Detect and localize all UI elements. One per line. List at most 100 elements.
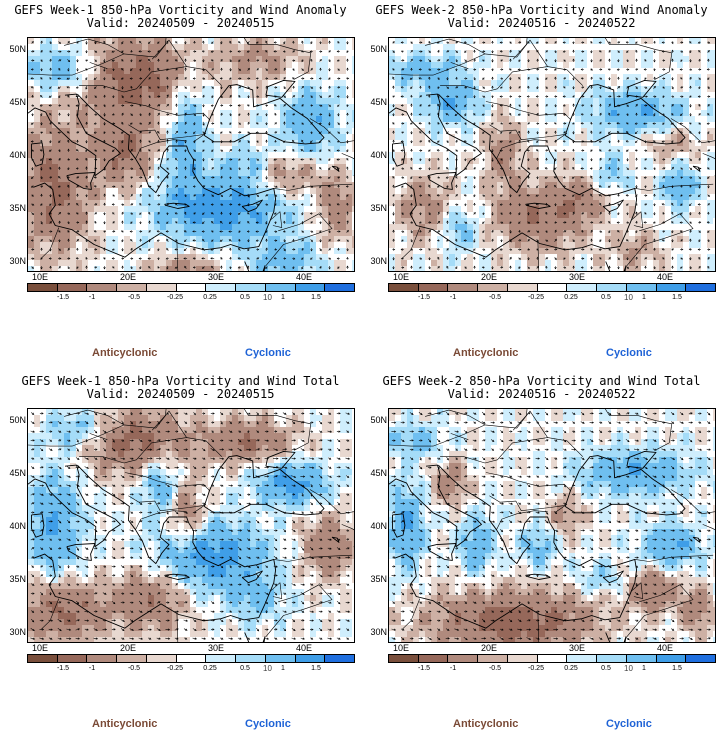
colorbar-tick: 0.25 xyxy=(203,665,217,672)
lat-label-40n: 40N xyxy=(370,521,387,531)
colorbar-swatch xyxy=(656,655,687,662)
colorbar-swatch xyxy=(626,655,657,662)
lon-label-20e: 20E xyxy=(481,643,498,653)
colorbar-swatch xyxy=(686,655,716,662)
lon-label-40e: 40E xyxy=(657,272,674,282)
colorbar-swatch xyxy=(236,284,266,291)
colorbar-tick: 0.5 xyxy=(601,665,611,672)
colorbar-swatch xyxy=(507,655,538,662)
colorbar-scale: 10 xyxy=(624,293,633,302)
legend-cyclonic: Cyclonic xyxy=(606,347,652,359)
colorbar-tick: -1 xyxy=(449,294,457,301)
lon-label-40e: 40E xyxy=(296,643,313,653)
colorbar-tick: 0.25 xyxy=(564,294,578,301)
lon-label-20e: 20E xyxy=(120,272,137,282)
colorbar-swatch xyxy=(57,655,88,662)
colorbar-swatch xyxy=(206,655,237,662)
lon-label-10e: 10E xyxy=(393,643,410,653)
lat-label-35n: 35N xyxy=(370,203,387,213)
lat-label-50n: 50N xyxy=(9,44,26,54)
colorbar xyxy=(27,654,355,663)
lat-label-50n: 50N xyxy=(370,415,387,425)
colorbar-tick: 1 xyxy=(642,294,646,301)
vorticity-map xyxy=(27,37,355,272)
lon-label-10e: 10E xyxy=(32,272,49,282)
colorbar xyxy=(388,283,716,292)
colorbar-swatch xyxy=(537,655,568,662)
colorbar-swatch xyxy=(117,655,147,662)
colorbar-tick: -0.25 xyxy=(528,665,544,672)
colorbar-tick: -0.5 xyxy=(127,294,141,301)
lat-label-40n: 40N xyxy=(9,150,26,160)
lat-label-30n: 30N xyxy=(370,256,387,266)
lat-label-45n: 45N xyxy=(9,97,26,107)
lon-label-40e: 40E xyxy=(657,643,674,653)
colorbar-swatch xyxy=(597,284,627,291)
colorbar-swatch xyxy=(236,655,266,662)
legend-anticyclonic: Anticyclonic xyxy=(453,718,519,730)
colorbar-tick: 0.5 xyxy=(601,294,611,301)
country-borders xyxy=(389,38,715,271)
lat-label-30n: 30N xyxy=(9,627,26,637)
colorbar-swatch xyxy=(478,655,508,662)
colorbar-swatch xyxy=(418,655,449,662)
vorticity-map xyxy=(388,408,716,643)
colorbar-swatch xyxy=(389,284,419,291)
colorbar-scale: 10 xyxy=(263,293,272,302)
colorbar-swatch xyxy=(537,284,568,291)
panel-title: GEFS Week-2 850-hPa Vorticity and Wind A… xyxy=(375,3,708,17)
wind-vectors xyxy=(30,411,351,640)
colorbar-swatch xyxy=(418,284,449,291)
coastlines xyxy=(389,450,715,642)
colorbar-swatch xyxy=(626,284,657,291)
colorbar-swatch xyxy=(265,284,296,291)
colorbar-swatch xyxy=(507,284,538,291)
legend-anticyclonic: Anticyclonic xyxy=(92,718,158,730)
coastlines xyxy=(28,79,354,271)
lon-label-30e: 30E xyxy=(208,643,225,653)
colorbar-tick: 1 xyxy=(281,665,285,672)
colorbar-tick: 1.5 xyxy=(672,294,682,301)
legend-anticyclonic: Anticyclonic xyxy=(92,347,158,359)
colorbar-scale: 10 xyxy=(263,664,272,673)
colorbar-tick: 1 xyxy=(281,294,285,301)
panel-title: GEFS Week-1 850-hPa Vorticity and Wind A… xyxy=(14,3,347,17)
colorbar-tick: -0.25 xyxy=(528,294,544,301)
colorbar-swatch xyxy=(325,655,355,662)
legend-cyclonic: Cyclonic xyxy=(245,718,291,730)
colorbar-tick: -1.5 xyxy=(417,294,431,301)
colorbar-swatch xyxy=(117,284,147,291)
lat-label-30n: 30N xyxy=(9,256,26,266)
colorbar-tick: -1 xyxy=(88,294,96,301)
lat-label-50n: 50N xyxy=(370,44,387,54)
lat-label-35n: 35N xyxy=(9,574,26,584)
colorbar xyxy=(27,283,355,292)
coastlines xyxy=(389,79,715,271)
colorbar-swatch xyxy=(146,655,177,662)
vorticity-shading xyxy=(28,409,354,642)
colorbar-tick: -1.5 xyxy=(56,294,70,301)
panel-valid-dates: Valid: 20240516 - 20240522 xyxy=(447,16,636,30)
lon-label-30e: 30E xyxy=(569,272,586,282)
wind-vectors xyxy=(392,40,711,270)
colorbar-tick: -1 xyxy=(88,665,96,672)
panel-week2-anomaly: GEFS Week-2 850-hPa Vorticity and Wind A… xyxy=(361,0,722,371)
lon-label-20e: 20E xyxy=(481,272,498,282)
legend-cyclonic: Cyclonic xyxy=(606,718,652,730)
colorbar-swatch xyxy=(448,284,479,291)
panel-week1-anomaly: GEFS Week-1 850-hPa Vorticity and Wind A… xyxy=(0,0,361,371)
colorbar-swatch xyxy=(567,655,598,662)
vorticity-shading xyxy=(28,38,354,271)
colorbar-swatch xyxy=(325,284,355,291)
panel-title: GEFS Week-1 850-hPa Vorticity and Wind T… xyxy=(21,374,340,388)
colorbar-swatch xyxy=(176,655,207,662)
wind-vectors xyxy=(391,411,711,641)
colorbar-swatch xyxy=(448,655,479,662)
colorbar-tick: 0.25 xyxy=(203,294,217,301)
lon-label-30e: 30E xyxy=(208,272,225,282)
vorticity-map xyxy=(388,37,716,272)
colorbar-swatch xyxy=(567,284,598,291)
colorbar-tick: -1.5 xyxy=(417,665,431,672)
colorbar-tick: -0.5 xyxy=(127,665,141,672)
vorticity-shading xyxy=(389,38,715,271)
